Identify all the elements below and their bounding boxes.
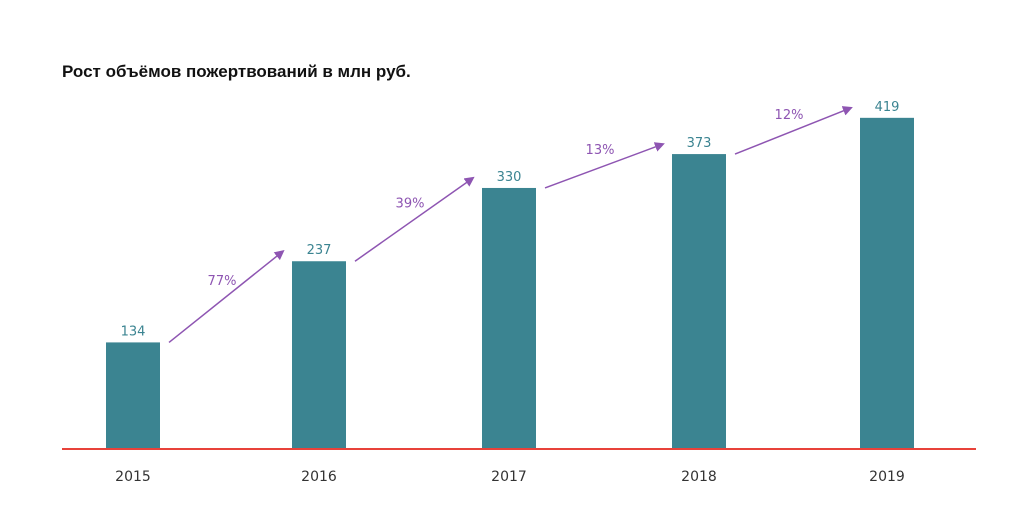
growth-arrow-4	[734, 106, 853, 155]
x-tick-label-2018: 2018	[681, 469, 717, 485]
bar-2018	[672, 154, 726, 449]
growth-arrow-3	[544, 142, 665, 189]
bar-2019	[860, 117, 914, 448]
value-label-2017: 330	[497, 170, 522, 185]
growth-label-3: 13%	[586, 143, 615, 158]
growth-label-2: 39%	[396, 197, 425, 212]
value-label-2018: 373	[687, 136, 712, 151]
growth-arrow-2	[354, 176, 475, 262]
x-tick-label-2019: 2019	[869, 469, 905, 485]
bar-2015	[106, 342, 160, 448]
x-tick-label-2015: 2015	[115, 469, 151, 485]
x-tick-label-2016: 2016	[301, 469, 337, 485]
value-label-2016: 237	[307, 243, 332, 258]
growth-label-1: 77%	[208, 274, 237, 289]
chart-title: Рост объёмов пожертвований в млн руб.	[62, 62, 411, 81]
value-label-2015: 134	[121, 324, 146, 339]
bar-2016	[292, 261, 346, 448]
growth-label-4: 12%	[775, 108, 804, 123]
value-label-2019: 419	[875, 100, 900, 115]
growth-arrow-1	[168, 249, 285, 343]
x-tick-label-2017: 2017	[491, 469, 527, 485]
bar-2017	[482, 187, 536, 448]
